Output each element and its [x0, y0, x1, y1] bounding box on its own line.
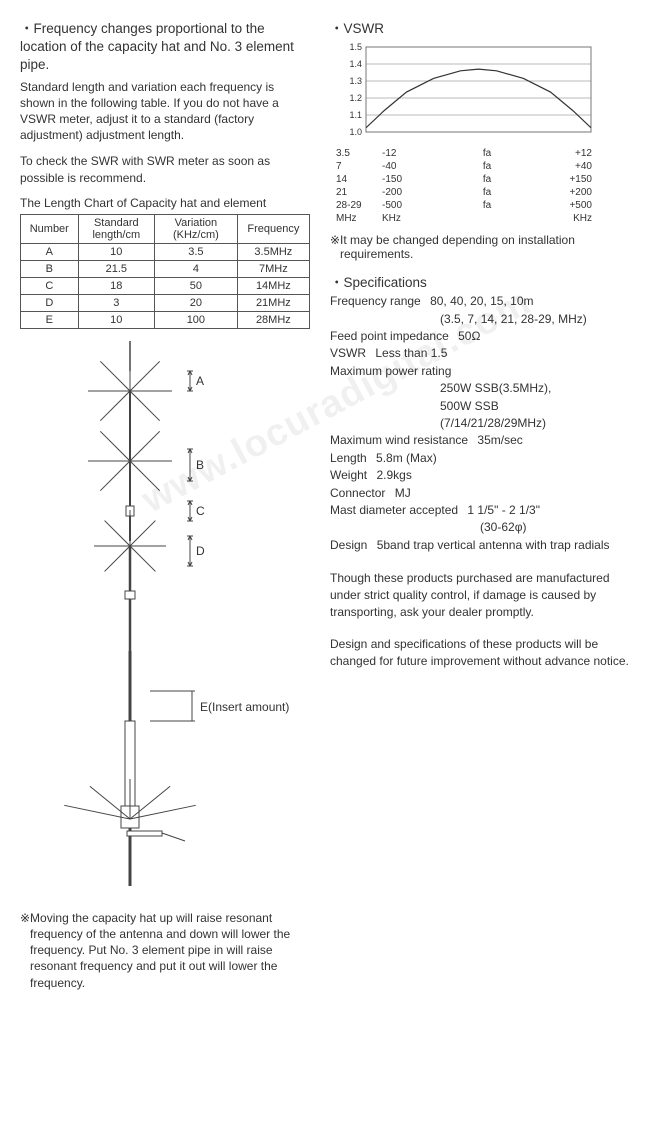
- spec-power-label: Maximum power rating: [330, 364, 451, 378]
- spec-wind-label: Maximum wind resistance: [330, 433, 468, 447]
- body-text-1: Standard length and variation each frequ…: [20, 79, 310, 144]
- spec-mast-v2: (30-62φ): [330, 519, 630, 536]
- svg-text:1.2: 1.2: [349, 93, 362, 103]
- footnote-moving-hat: ※Moving the capacity hat up will raise r…: [20, 910, 310, 991]
- svg-text:1.1: 1.1: [349, 110, 362, 120]
- spec-mast-v1: 1 1/5" - 2 1/3": [467, 503, 540, 517]
- svg-text:1.5: 1.5: [349, 42, 362, 52]
- freq-change-heading: ・Frequency changes proportional to the l…: [20, 20, 310, 75]
- left-column: ・Frequency changes proportional to the l…: [20, 20, 310, 991]
- chart-title: The Length Chart of Capacity hat and ele…: [20, 196, 310, 210]
- spec-length-value: 5.8m (Max): [376, 451, 437, 465]
- spec-design-value: 5band trap vertical antenna with trap ra…: [377, 538, 610, 552]
- spec-weight-value: 2.9kgs: [376, 468, 411, 482]
- vswr-freq-table: 3.5-12fa+127-40fa+4014-150fa+15021-200fa…: [336, 147, 630, 225]
- vswr-heading: ・VSWR: [330, 20, 630, 38]
- spec-heading: ・Specifications: [330, 271, 630, 291]
- spec-mast-label: Mast diameter accepted: [330, 503, 458, 517]
- right-column: ・VSWR 1.0 1.1 1.2 1.3 1.4 1.5 3.5-12fa+127-40…: [330, 20, 630, 991]
- svg-text:C: C: [196, 504, 205, 518]
- spec-power-v1: 250W SSB(3.5MHz),: [330, 380, 630, 397]
- spec-length-label: Length: [330, 451, 367, 465]
- antenna-diagram: A B C D E(Insert amount): [20, 341, 310, 901]
- length-chart-table: NumberStandard length/cmVariation (KHz/c…: [20, 214, 310, 329]
- svg-text:B: B: [196, 458, 204, 472]
- svg-text:1.3: 1.3: [349, 76, 362, 86]
- spec-vswr-value: Less than 1.5: [375, 346, 447, 360]
- svg-text:1.0: 1.0: [349, 127, 362, 137]
- svg-text:E(Insert amount): E(Insert amount): [200, 700, 289, 714]
- spec-power-v2: 500W SSB: [330, 398, 630, 415]
- spec-design-label: Design: [330, 538, 367, 552]
- spec-wind-value: 35m/sec: [477, 433, 522, 447]
- spec-freq-value2: (3.5, 7, 14, 21, 28-29, MHz): [330, 311, 630, 328]
- spec-feed-value: 50Ω: [458, 329, 480, 343]
- svg-text:1.4: 1.4: [349, 59, 362, 69]
- spec-list: Frequency range 80, 40, 20, 15, 10m (3.5…: [330, 293, 630, 554]
- spec-connector-label: Connector: [330, 486, 385, 500]
- quality-para: Though these products purchased are manu…: [330, 570, 630, 620]
- vswr-chart: 1.0 1.1 1.2 1.3 1.4 1.5: [336, 42, 596, 142]
- svg-text:D: D: [196, 544, 205, 558]
- spec-vswr-label: VSWR: [330, 346, 366, 360]
- spec-weight-label: Weight: [330, 468, 367, 482]
- spec-freq-label: Frequency range: [330, 294, 421, 308]
- spec-power-v3: (7/14/21/28/29MHz): [330, 415, 630, 432]
- svg-text:A: A: [196, 374, 204, 388]
- spec-freq-value1: 80, 40, 20, 15, 10m: [430, 294, 533, 308]
- body-text-2: To check the SWR with SWR meter as soon …: [20, 153, 310, 185]
- install-note: ※It may be changed depending on installa…: [330, 233, 630, 261]
- spec-connector-value: MJ: [395, 486, 411, 500]
- design-change-para: Design and specifications of these produ…: [330, 636, 630, 670]
- spec-feed-label: Feed point impedance: [330, 329, 449, 343]
